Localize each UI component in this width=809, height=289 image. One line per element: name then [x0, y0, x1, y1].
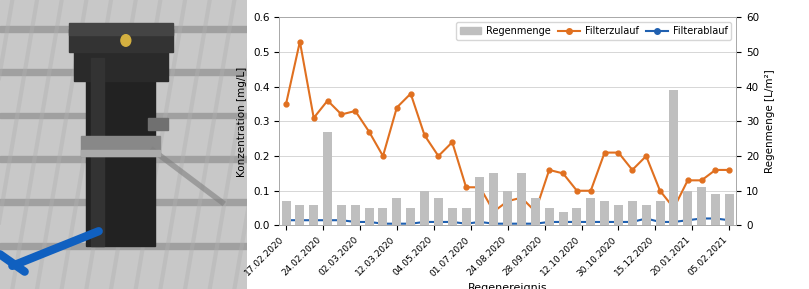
Bar — [725, 194, 734, 225]
Bar — [365, 208, 374, 225]
Bar — [82, 136, 160, 156]
Bar — [74, 40, 167, 81]
Bar — [531, 198, 540, 225]
Bar — [476, 177, 485, 225]
X-axis label: Regenereignis: Regenereignis — [468, 284, 548, 289]
Bar — [392, 198, 401, 225]
Bar — [600, 201, 609, 225]
Bar — [91, 58, 104, 246]
Bar — [420, 191, 429, 225]
Y-axis label: Regenmenge [L/m²]: Regenmenge [L/m²] — [765, 70, 774, 173]
Bar — [655, 201, 664, 225]
Bar — [282, 201, 290, 225]
Bar — [0, 199, 247, 205]
Bar — [573, 208, 582, 225]
Bar — [434, 198, 443, 225]
Bar — [642, 205, 650, 225]
Bar — [462, 208, 471, 225]
Bar — [406, 208, 415, 225]
Bar — [684, 191, 693, 225]
Bar — [628, 201, 637, 225]
Y-axis label: Konzentration [mg/L]: Konzentration [mg/L] — [237, 66, 248, 177]
Bar — [309, 205, 318, 225]
Bar — [379, 208, 388, 225]
Bar — [558, 212, 568, 225]
Bar — [517, 173, 526, 225]
Bar — [0, 113, 247, 118]
Bar — [82, 150, 160, 156]
Bar — [503, 191, 512, 225]
Bar — [489, 173, 498, 225]
Bar — [323, 132, 332, 225]
Bar — [544, 208, 553, 225]
Bar — [669, 90, 679, 225]
Bar — [614, 205, 623, 225]
Bar — [697, 187, 706, 225]
Bar — [0, 243, 247, 249]
Bar — [148, 118, 167, 130]
Bar — [587, 198, 595, 225]
Bar — [69, 29, 172, 52]
Bar — [711, 194, 720, 225]
Bar — [0, 156, 247, 162]
Circle shape — [121, 35, 131, 46]
Bar — [0, 26, 247, 32]
Bar — [0, 69, 247, 75]
Bar — [87, 58, 155, 246]
Bar — [337, 205, 346, 225]
Legend: Regenmenge, Filterzulauf, Filterablauf: Regenmenge, Filterzulauf, Filterablauf — [455, 22, 731, 40]
Bar — [447, 208, 457, 225]
Bar — [295, 205, 304, 225]
Bar — [351, 205, 360, 225]
Bar — [69, 23, 172, 35]
